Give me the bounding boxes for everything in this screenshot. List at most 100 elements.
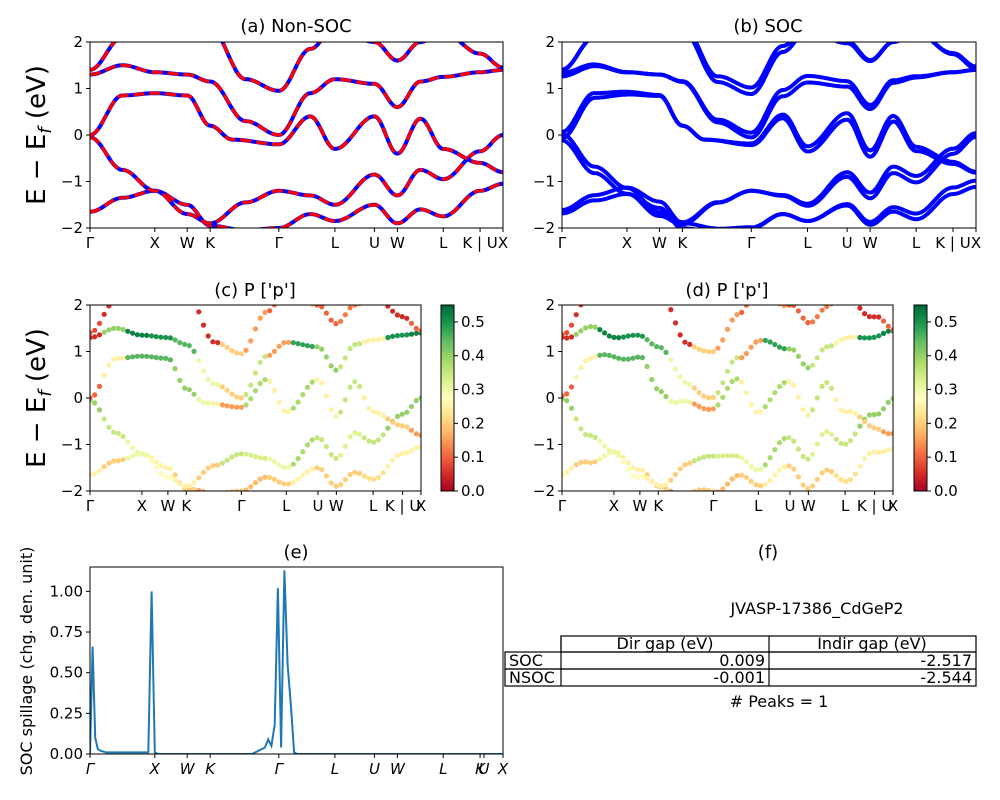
proj-point xyxy=(724,481,731,487)
proj-point xyxy=(252,370,259,376)
proj-point xyxy=(847,477,854,483)
proj-point xyxy=(257,315,263,321)
proj-point xyxy=(635,467,641,473)
proj-point xyxy=(186,343,192,349)
proj-point xyxy=(786,378,792,385)
proj-point xyxy=(734,355,740,361)
proj-point xyxy=(630,472,636,478)
x-tick-label: L xyxy=(331,234,340,252)
proj-point xyxy=(90,330,93,336)
proj-point xyxy=(885,431,891,437)
proj-point xyxy=(248,382,254,388)
proj-point xyxy=(857,414,863,420)
proj-point xyxy=(672,400,679,406)
x-tick-label: Γ xyxy=(86,234,95,252)
band-line-soc xyxy=(562,89,976,174)
proj-point xyxy=(824,467,830,473)
proj-point xyxy=(620,459,627,465)
proj-point xyxy=(286,481,292,487)
x-tick-label: U xyxy=(369,234,380,252)
proj-point xyxy=(706,406,712,412)
proj-point xyxy=(186,387,192,393)
proj-point xyxy=(706,395,712,401)
proj-point xyxy=(115,430,121,436)
proj-point xyxy=(819,432,825,438)
proj-point xyxy=(862,311,868,317)
proj-point xyxy=(677,398,683,404)
proj-point xyxy=(724,326,731,332)
colorbar-tick-label: 0.0 xyxy=(461,482,485,500)
proj-point xyxy=(158,355,164,361)
proj-point xyxy=(418,395,421,401)
proj-point xyxy=(739,379,745,385)
proj-point xyxy=(720,380,726,386)
proj-point xyxy=(776,344,783,350)
proj-point xyxy=(678,492,683,497)
proj-point xyxy=(795,394,802,400)
proj-point xyxy=(748,464,754,470)
x-tick-label: K xyxy=(653,497,664,515)
proj-point xyxy=(706,453,712,459)
proj-point xyxy=(602,290,607,295)
proj-point xyxy=(748,344,754,350)
proj-point xyxy=(252,388,259,394)
proj-point xyxy=(833,472,839,479)
proj-point xyxy=(333,413,339,420)
proj-point xyxy=(715,489,721,491)
proj-point xyxy=(125,292,130,297)
proj-point xyxy=(791,466,797,472)
proj-point xyxy=(276,479,282,485)
proj-point xyxy=(824,305,830,310)
proj-point xyxy=(838,440,844,446)
proj-point xyxy=(328,317,334,323)
proj-point xyxy=(587,460,594,466)
proj-point xyxy=(149,284,154,289)
proj-point xyxy=(866,335,873,341)
proj-point xyxy=(876,411,882,417)
proj-point xyxy=(640,288,645,293)
proj-point xyxy=(706,487,712,491)
proj-point xyxy=(196,475,202,481)
proj-point xyxy=(630,283,635,288)
proj-point xyxy=(885,399,891,405)
proj-point xyxy=(616,284,621,289)
proj-point xyxy=(271,459,277,465)
proj-point xyxy=(786,346,792,352)
proj-point xyxy=(743,350,750,357)
proj-point xyxy=(672,366,679,372)
proj-point xyxy=(795,474,802,480)
y-tick-label: 1.00 xyxy=(50,582,83,600)
proj-point xyxy=(824,379,830,386)
colorbar-tick-label: 0.2 xyxy=(934,414,958,432)
proj-point xyxy=(734,376,740,382)
proj-point xyxy=(276,343,282,349)
title-c: (c) P ['p'] xyxy=(214,280,296,301)
proj-point xyxy=(649,478,655,485)
proj-point xyxy=(729,317,735,323)
proj-point xyxy=(833,397,839,403)
proj-point xyxy=(238,488,244,491)
proj-point xyxy=(92,392,98,398)
proj-point xyxy=(758,409,764,415)
proj-point xyxy=(338,482,344,488)
x-tick-label: L xyxy=(803,234,812,252)
proj-point xyxy=(715,453,721,459)
x-tick-label: X xyxy=(149,760,161,778)
proj-point xyxy=(158,470,164,476)
proj-point xyxy=(243,347,249,353)
y-tick-label: −1 xyxy=(533,173,555,191)
proj-point xyxy=(568,322,575,328)
proj-point xyxy=(144,353,150,359)
proj-point xyxy=(314,376,320,383)
proj-point xyxy=(314,344,320,350)
proj-point xyxy=(153,334,159,340)
proj-point xyxy=(635,474,641,481)
proj-point xyxy=(319,437,325,443)
proj-point xyxy=(158,334,164,340)
proj-point xyxy=(309,343,315,350)
proj-point xyxy=(776,440,783,446)
proj-point xyxy=(682,398,688,404)
proj-point xyxy=(739,309,745,315)
proj-point xyxy=(710,349,716,355)
proj-point xyxy=(758,483,764,489)
